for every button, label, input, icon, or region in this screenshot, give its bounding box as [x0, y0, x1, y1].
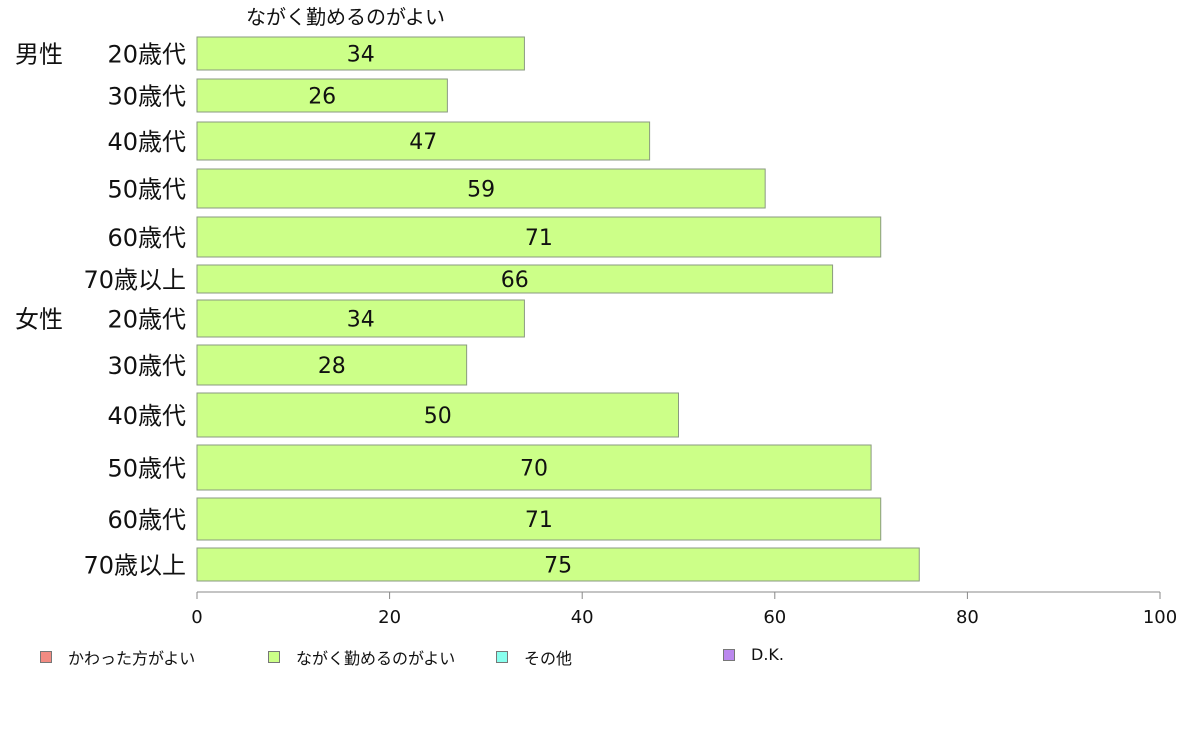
- bar-1: [196, 36, 525, 71]
- legend-item-nagaku: ながく勤めるのがよい: [268, 645, 455, 669]
- data-label-4: 59: [467, 178, 495, 203]
- data-label-1: 34: [347, 43, 375, 68]
- data-label-8: 28: [318, 354, 346, 379]
- data-label-10: 70: [520, 457, 548, 482]
- group-label-1: 男性: [15, 41, 63, 69]
- category-label-7: 20歳代: [107, 306, 186, 334]
- group-label-2: 女性: [15, 306, 63, 334]
- legend-swatch-dk: [723, 648, 735, 661]
- bar-12: [196, 547, 920, 582]
- bar-11: [196, 497, 882, 541]
- category-label-5: 60歳代: [107, 224, 186, 252]
- x-tick-label-3: 40: [571, 607, 594, 628]
- x-tick-label-6: 100: [1143, 607, 1177, 628]
- category-label-11: 60歳代: [107, 506, 186, 534]
- data-label-7: 34: [347, 308, 375, 333]
- category-label-1: 20歳代: [107, 41, 186, 69]
- bar-6: [196, 264, 834, 294]
- bar-5: [196, 216, 882, 258]
- x-axis: 0 20 40 60 80 100: [191, 591, 1177, 628]
- bar-7: [196, 299, 525, 338]
- legend-label-sonota: その他: [524, 649, 573, 668]
- data-label-2: 26: [308, 85, 336, 110]
- bar-3: [196, 121, 651, 161]
- bar-2: [196, 78, 448, 113]
- category-label-4: 50歳代: [107, 176, 186, 204]
- bar-10: [196, 444, 872, 491]
- x-tick-label-5: 80: [956, 607, 979, 628]
- x-tick-label-2: 20: [378, 607, 401, 628]
- legend-item-kawatta: かわった方がよい: [40, 645, 195, 669]
- legend-label-dk: D.K.: [751, 645, 784, 664]
- category-label-6: 70歳以上: [83, 266, 186, 294]
- category-label-10: 50歳代: [107, 455, 186, 483]
- bar-4: [196, 168, 766, 209]
- category-label-2: 30歳代: [107, 83, 186, 111]
- category-label-8: 30歳代: [107, 352, 186, 380]
- x-tick-label-1: 0: [191, 607, 202, 628]
- category-label-9: 40歳代: [107, 402, 186, 430]
- chart: ながく勤めるのがよい 34 20歳代 26 30歳代 47 40歳代 59 50歳代 71 60歳…: [15, 5, 1177, 628]
- legend-label-nagaku: ながく勤めるのがよい: [296, 649, 456, 668]
- legend-swatch-nagaku: [268, 651, 280, 663]
- legend: かわった方がよい ながく勤めるのがよい その他 D.K.: [0, 645, 1188, 669]
- bar-9: [196, 392, 679, 438]
- data-label-6: 66: [501, 268, 529, 293]
- data-label-11: 71: [525, 508, 553, 533]
- category-label-3: 40歳代: [107, 128, 186, 156]
- legend-swatch-kawatta: [40, 651, 52, 663]
- x-tick-label-4: 60: [763, 607, 786, 628]
- legend-item-sonota: その他: [496, 645, 572, 669]
- category-label-12: 70歳以上: [83, 552, 186, 580]
- legend-item-dk: D.K.: [723, 645, 784, 664]
- data-label-12: 75: [544, 554, 572, 579]
- bars-group: 3420歳代2630歳代4740歳代5950歳代7160歳代6670歳以上342…: [15, 36, 920, 582]
- chart-title: ながく勤めるのがよい: [246, 5, 445, 29]
- bar-8: [196, 344, 468, 386]
- legend-swatch-sonota: [496, 651, 508, 663]
- data-label-5: 71: [525, 226, 553, 251]
- legend-label-kawatta: かわった方がよい: [68, 649, 196, 668]
- data-label-9: 50: [424, 404, 452, 429]
- data-label-3: 47: [409, 130, 437, 155]
